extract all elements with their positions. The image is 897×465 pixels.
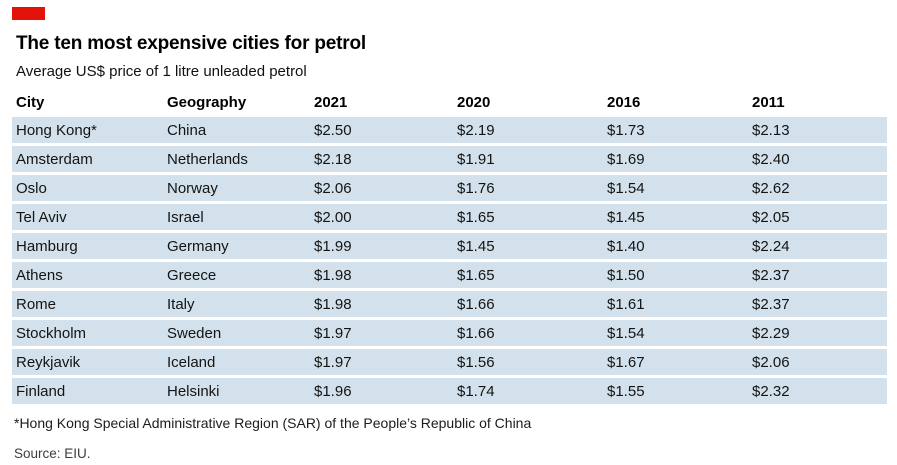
cell-price-2020: $1.74 — [453, 378, 603, 404]
cell-price-2020: $1.76 — [453, 175, 603, 201]
cell-city: Rome — [12, 291, 163, 317]
cell-city: Reykjavik — [12, 349, 163, 375]
cell-price-2021: $1.97 — [310, 320, 453, 346]
cell-geography: Sweden — [163, 320, 310, 346]
cell-price-2016: $1.61 — [603, 291, 748, 317]
cell-geography: China — [163, 117, 310, 143]
cell-city: Finland — [12, 378, 163, 404]
cell-geography: Germany — [163, 233, 310, 259]
cell-price-2020: $2.19 — [453, 117, 603, 143]
cell-price-2016: $1.54 — [603, 175, 748, 201]
economist-red-tab — [12, 7, 45, 20]
cell-city: Hong Kong* — [12, 117, 163, 143]
cell-city: Tel Aviv — [12, 204, 163, 230]
cell-price-2020: $1.56 — [453, 349, 603, 375]
cell-price-2021: $1.97 — [310, 349, 453, 375]
petrol-price-table: City Geography 2021 2020 2016 2011 Hong … — [12, 89, 887, 407]
cell-price-2021: $1.99 — [310, 233, 453, 259]
column-header-2011: 2011 — [752, 94, 785, 111]
cell-geography: Norway — [163, 175, 310, 201]
cell-price-2011: $2.37 — [748, 291, 887, 317]
cell-price-2021: $1.96 — [310, 378, 453, 404]
table-header-row: City Geography 2021 2020 2016 2011 — [12, 92, 887, 114]
cell-price-2011: $2.37 — [748, 262, 887, 288]
table-row: Reykjavik Iceland $1.97 $1.56 $1.67 $2.0… — [12, 349, 887, 375]
cell-price-2021: $1.98 — [310, 291, 453, 317]
table-row: Stockholm Sweden $1.97 $1.66 $1.54 $2.29 — [12, 320, 887, 346]
column-header-2016: 2016 — [607, 94, 641, 111]
cell-price-2011: $2.13 — [748, 117, 887, 143]
cell-geography: Greece — [163, 262, 310, 288]
cell-price-2016: $1.73 — [603, 117, 748, 143]
cell-geography: Iceland — [163, 349, 310, 375]
cell-city: Amsterdam — [12, 146, 163, 172]
table-row: Finland Helsinki $1.96 $1.74 $1.55 $2.32 — [12, 378, 887, 404]
table-row: Hong Kong* China $2.50 $2.19 $1.73 $2.13 — [12, 117, 887, 143]
cell-price-2020: $1.91 — [453, 146, 603, 172]
source-line: Source: EIU. — [14, 446, 91, 461]
cell-geography: Israel — [163, 204, 310, 230]
table-row: Tel Aviv Israel $2.00 $1.65 $1.45 $2.05 — [12, 204, 887, 230]
cell-price-2021: $2.06 — [310, 175, 453, 201]
cell-geography: Italy — [163, 291, 310, 317]
cell-city: Athens — [12, 262, 163, 288]
cell-price-2016: $1.55 — [603, 378, 748, 404]
cell-price-2021: $2.00 — [310, 204, 453, 230]
cell-price-2020: $1.65 — [453, 262, 603, 288]
column-header-2020: 2020 — [457, 94, 491, 111]
table-row: Amsterdam Netherlands $2.18 $1.91 $1.69 … — [12, 146, 887, 172]
table-row: Oslo Norway $2.06 $1.76 $1.54 $2.62 — [12, 175, 887, 201]
cell-price-2016: $1.50 — [603, 262, 748, 288]
cell-geography: Helsinki — [163, 378, 310, 404]
page-title: The ten most expensive cities for petrol — [16, 33, 366, 54]
cell-geography: Netherlands — [163, 146, 310, 172]
cell-price-2016: $1.40 — [603, 233, 748, 259]
cell-price-2016: $1.45 — [603, 204, 748, 230]
cell-price-2021: $2.50 — [310, 117, 453, 143]
table-row: Rome Italy $1.98 $1.66 $1.61 $2.37 — [12, 291, 887, 317]
column-header-city: City — [16, 94, 45, 111]
cell-city: Hamburg — [12, 233, 163, 259]
cell-price-2020: $1.45 — [453, 233, 603, 259]
cell-price-2011: $2.06 — [748, 349, 887, 375]
cell-price-2021: $2.18 — [310, 146, 453, 172]
cell-price-2020: $1.66 — [453, 320, 603, 346]
column-header-geography: Geography — [167, 94, 247, 111]
cell-city: Oslo — [12, 175, 163, 201]
cell-price-2011: $2.29 — [748, 320, 887, 346]
footnote: *Hong Kong Special Administrative Region… — [14, 415, 532, 431]
cell-price-2011: $2.62 — [748, 175, 887, 201]
column-header-2021: 2021 — [314, 94, 348, 111]
cell-price-2020: $1.66 — [453, 291, 603, 317]
page-subtitle: Average US$ price of 1 litre unleaded pe… — [16, 63, 307, 80]
cell-price-2016: $1.69 — [603, 146, 748, 172]
cell-price-2021: $1.98 — [310, 262, 453, 288]
cell-price-2011: $2.32 — [748, 378, 887, 404]
cell-price-2020: $1.65 — [453, 204, 603, 230]
cell-city: Stockholm — [12, 320, 163, 346]
cell-price-2011: $2.24 — [748, 233, 887, 259]
cell-price-2016: $1.67 — [603, 349, 748, 375]
cell-price-2011: $2.05 — [748, 204, 887, 230]
table-row: Hamburg Germany $1.99 $1.45 $1.40 $2.24 — [12, 233, 887, 259]
cell-price-2011: $2.40 — [748, 146, 887, 172]
table-row: Athens Greece $1.98 $1.65 $1.50 $2.37 — [12, 262, 887, 288]
cell-price-2016: $1.54 — [603, 320, 748, 346]
